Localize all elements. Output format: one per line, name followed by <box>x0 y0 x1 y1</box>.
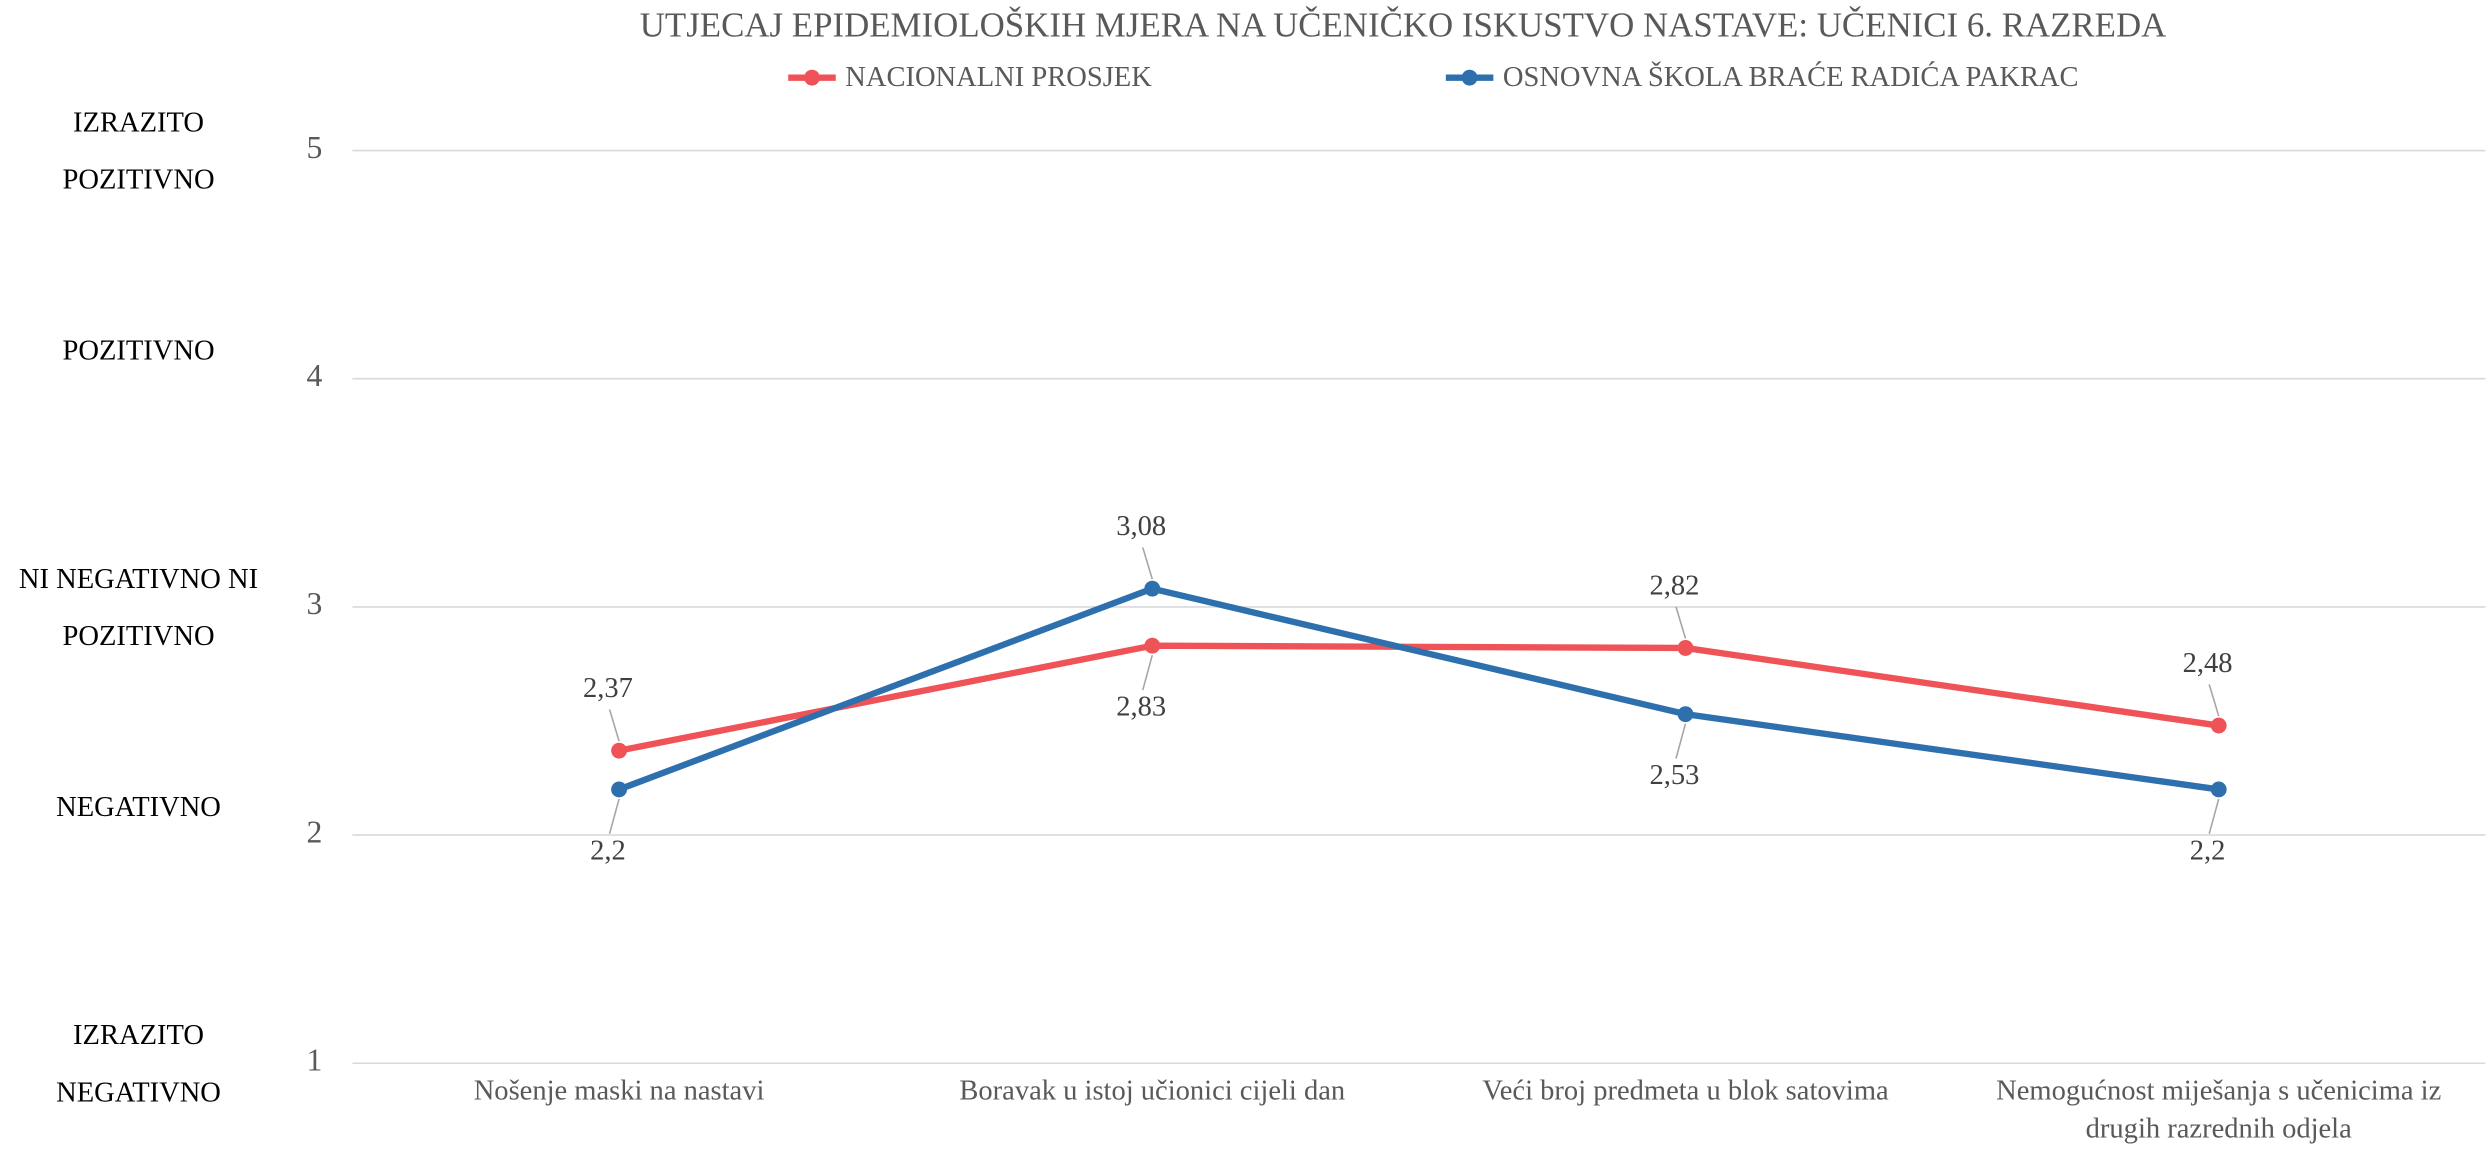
y-level-label-box: NEGATIVNO <box>56 790 221 823</box>
data-label: 3,08 <box>1116 511 1166 542</box>
y-level-label: IZRAZITO POZITIVNO <box>62 106 215 195</box>
data-point <box>611 742 627 759</box>
x-tick-label-box: Nošenje maski na nastavi <box>473 1074 765 1107</box>
label-leader <box>2208 684 2220 717</box>
y-tick-label: 1 <box>307 1043 323 1078</box>
y-level-label-box: IZRAZITO POZITIVNO <box>62 106 215 195</box>
data-point <box>1144 580 1161 597</box>
label-leader <box>608 798 620 835</box>
label-leader <box>1675 723 1687 759</box>
y-level-label: IZRAZITO NEGATIVNO <box>56 1018 221 1108</box>
x-tick-label: Nemogućnost miješanja s učenicima iz dru… <box>1996 1074 2442 1145</box>
y-tick-label: 5 <box>307 130 323 165</box>
label-leader <box>608 709 620 742</box>
legend-label: NACIONALNI PROSJEK <box>845 62 1152 93</box>
data-point <box>1677 706 1694 723</box>
y-tick-label: 2 <box>307 814 323 849</box>
x-tick-label-box: Boravak u istoj učionici cijeli dan <box>959 1074 1346 1107</box>
label-leader <box>1142 654 1154 691</box>
legend-label: OSNOVNA ŠKOLA BRAĆE RADIĆA PAKRAC <box>1503 60 2079 93</box>
y-level-label-box: IZRAZITO NEGATIVNO <box>56 1018 221 1108</box>
data-point <box>1677 640 1694 656</box>
legend-marker <box>804 69 820 86</box>
y-level-label: NI NEGATIVNO NI POZITIVNO <box>18 562 259 652</box>
series-line <box>617 585 2220 793</box>
series-line <box>618 642 2220 754</box>
label-leader <box>1142 547 1154 580</box>
data-label: 2,48 <box>2183 648 2233 679</box>
y-tick-label: 3 <box>307 586 323 621</box>
data-label: 2,2 <box>2190 835 2226 866</box>
legend-marker <box>1461 69 1478 86</box>
label-leader <box>2208 798 2220 835</box>
data-point <box>2210 717 2227 734</box>
chart-title: UTJECAJ EPIDEMIOLOŠKIH MJERA NA UČENIČKO… <box>640 5 2167 45</box>
data-point <box>2210 781 2227 798</box>
label-leader <box>1675 606 1687 639</box>
data-point <box>611 781 627 798</box>
y-level-label-box: POZITIVNO <box>62 334 215 367</box>
data-label: 2,82 <box>1649 570 1699 601</box>
data-label: 2,53 <box>1649 760 1699 791</box>
data-label: 2,83 <box>1116 692 1166 723</box>
y-level-label: NEGATIVNO <box>56 790 221 823</box>
y-tick-label: 4 <box>307 358 323 393</box>
data-label: 2,37 <box>583 673 633 704</box>
y-level-label: POZITIVNO <box>62 334 215 367</box>
x-tick-label: Nošenje maski na nastavi <box>473 1074 765 1107</box>
x-tick-label-box: Veći broj predmeta u blok satovima <box>1482 1074 1889 1107</box>
data-point <box>1144 637 1161 654</box>
x-tick-label-box: Nemogućnost miješanja s učenicima iz dru… <box>1996 1074 2442 1145</box>
data-label: 2,2 <box>590 835 626 866</box>
x-tick-label: Veći broj predmeta u blok satovima <box>1482 1074 1889 1107</box>
y-level-label-box: NI NEGATIVNO NI POZITIVNO <box>18 562 259 652</box>
x-tick-label: Boravak u istoj učionici cijeli dan <box>959 1074 1346 1107</box>
